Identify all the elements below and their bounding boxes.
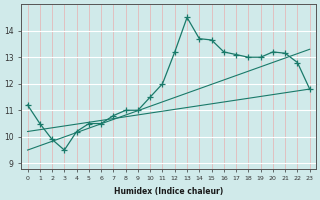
X-axis label: Humidex (Indice chaleur): Humidex (Indice chaleur): [114, 187, 223, 196]
